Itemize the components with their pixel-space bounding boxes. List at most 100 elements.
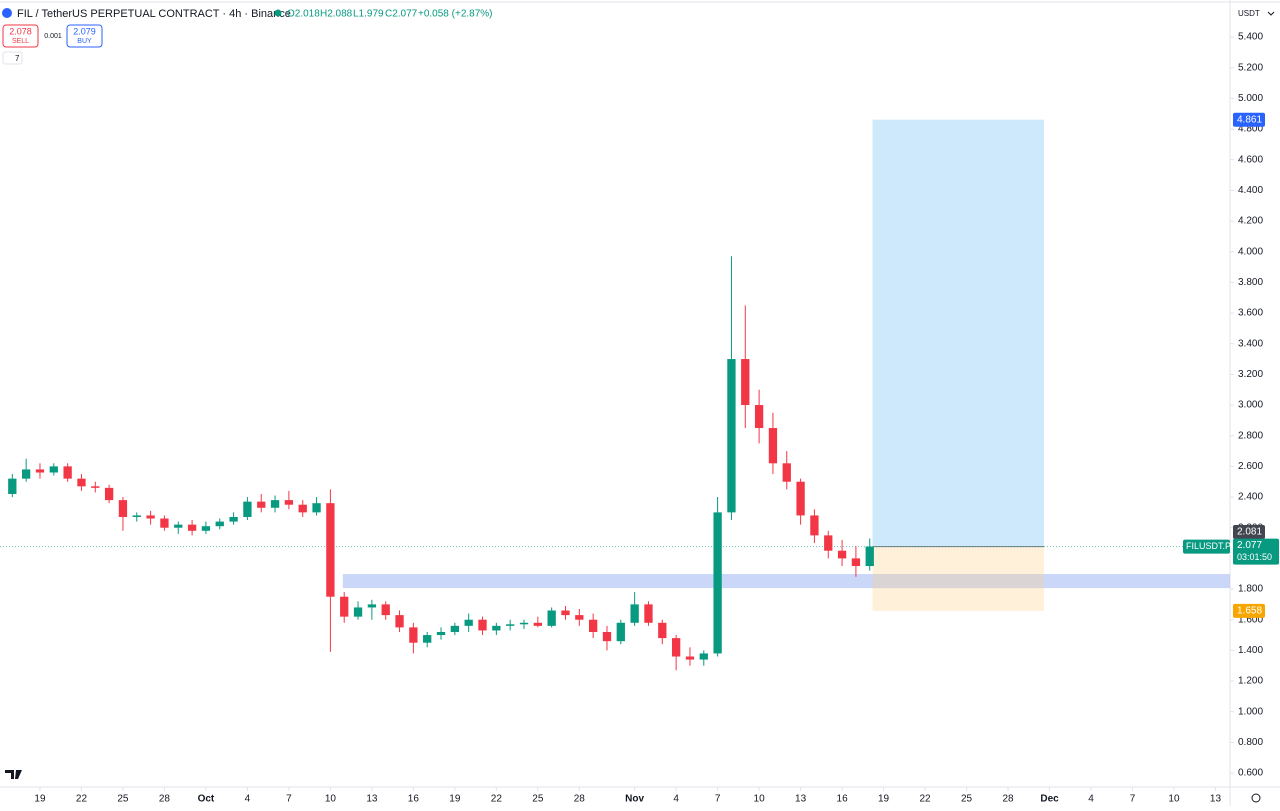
candle-body bbox=[796, 481, 805, 516]
candle-body bbox=[685, 656, 695, 660]
candle-body bbox=[547, 610, 556, 626]
y-tick-label: 4.400 bbox=[1238, 185, 1263, 196]
y-tick-label: 3.800 bbox=[1238, 277, 1263, 288]
candle-body bbox=[160, 518, 169, 528]
y-tick-label: 1.800 bbox=[1238, 584, 1263, 595]
last-price-bg bbox=[1233, 538, 1279, 565]
x-tick-label: 13 bbox=[366, 794, 378, 805]
y-tick-label: 4.200 bbox=[1238, 216, 1263, 227]
x-tick-label: 13 bbox=[1210, 794, 1222, 805]
candle-body bbox=[464, 619, 473, 626]
candle-body bbox=[851, 558, 861, 567]
x-tick-label: 4 bbox=[1088, 794, 1094, 805]
y-tick-label: 5.400 bbox=[1238, 32, 1263, 43]
buy-button[interactable] bbox=[66, 24, 103, 48]
x-tick-label: Dec bbox=[1040, 794, 1059, 805]
ohlc: H2.088 bbox=[320, 9, 353, 20]
currency[interactable]: USDT bbox=[1238, 9, 1260, 18]
symbol-icon bbox=[2, 8, 12, 18]
candle-body bbox=[741, 359, 750, 406]
spread: 0.001 bbox=[44, 33, 62, 40]
x-tick-label: 19 bbox=[449, 794, 461, 805]
y-tick-label: 1.400 bbox=[1238, 645, 1263, 656]
buy-label: BUY bbox=[77, 38, 92, 45]
x-tick-label: 28 bbox=[1002, 794, 1014, 805]
candle-body bbox=[91, 486, 100, 488]
candle-body bbox=[77, 478, 86, 487]
y-tick-label: 5.000 bbox=[1238, 93, 1263, 104]
stop-label-bg bbox=[1233, 603, 1265, 618]
x-tick-label: 10 bbox=[325, 794, 337, 805]
candle-body bbox=[8, 478, 17, 494]
candle-body bbox=[21, 469, 31, 479]
y-tick-label: 1.000 bbox=[1238, 706, 1263, 717]
logo bbox=[5, 770, 22, 779]
x-tick-label: 4 bbox=[673, 794, 679, 805]
ticker-tag: FILUSDT.P bbox=[1186, 541, 1231, 551]
y-tick-label: 3.200 bbox=[1238, 369, 1263, 380]
y-tick-label: 3.000 bbox=[1238, 400, 1263, 411]
candle-body bbox=[561, 610, 570, 616]
candle-body bbox=[257, 501, 266, 508]
candle-body bbox=[340, 596, 349, 617]
candle-body bbox=[49, 466, 58, 473]
y-tick-label: 2.600 bbox=[1238, 461, 1263, 472]
status-dot bbox=[274, 9, 282, 17]
candle-body bbox=[768, 428, 778, 464]
candle-body bbox=[63, 466, 72, 479]
candle-body bbox=[436, 631, 446, 636]
settings-icon[interactable] bbox=[1251, 793, 1261, 803]
x-tick-label: 7 bbox=[715, 794, 721, 805]
candle-body bbox=[644, 604, 653, 623]
y-tick-label: 4.000 bbox=[1238, 246, 1263, 257]
candle-body bbox=[450, 625, 460, 632]
x-tick-label: 22 bbox=[491, 794, 503, 805]
stop-label: 1.658 bbox=[1237, 605, 1262, 616]
candle-body bbox=[519, 622, 529, 625]
x-tick-label: 22 bbox=[76, 794, 88, 805]
sell-button[interactable] bbox=[2, 24, 39, 48]
x-tick-label: 4 bbox=[245, 794, 251, 805]
x-tick-label: Nov bbox=[625, 794, 644, 805]
indicators-count: 7 bbox=[15, 54, 20, 63]
x-tick-label: 16 bbox=[837, 794, 849, 805]
candle-body bbox=[478, 619, 487, 631]
candle-body bbox=[312, 503, 321, 513]
candle-body bbox=[104, 487, 114, 501]
x-tick-label: 7 bbox=[286, 794, 292, 805]
ohlc: O2.018 bbox=[287, 9, 320, 20]
candle-body bbox=[727, 359, 736, 513]
y-tick-label: 0.600 bbox=[1238, 768, 1263, 779]
candle-body bbox=[146, 515, 155, 519]
indicators-toggle[interactable] bbox=[2, 51, 23, 65]
x-tick-label: 28 bbox=[574, 794, 586, 805]
candle-body bbox=[201, 526, 211, 531]
candle-body bbox=[754, 405, 764, 429]
x-tick-label: 22 bbox=[919, 794, 931, 805]
candle-body bbox=[395, 615, 404, 628]
candle-body bbox=[270, 500, 280, 508]
support-zone bbox=[342, 574, 1231, 589]
price-mark-label: 2.081 bbox=[1237, 527, 1262, 538]
ticker-tag-bg bbox=[1183, 539, 1230, 554]
profit-zone bbox=[872, 119, 1044, 547]
candle-body bbox=[381, 604, 390, 616]
plot bbox=[0, 119, 1231, 671]
candle-body bbox=[837, 550, 847, 559]
candle-body bbox=[187, 524, 197, 531]
x-tick-label: 13 bbox=[795, 794, 807, 805]
symbol: FIL / TetherUS PERPETUAL CONTRACT · 4h ·… bbox=[17, 8, 291, 20]
y-tick-label: 4.600 bbox=[1238, 154, 1263, 165]
x-tick-label: Oct bbox=[198, 794, 215, 805]
candle-body bbox=[492, 625, 501, 631]
candle-body bbox=[118, 500, 128, 517]
header: FIL / TetherUS PERPETUAL CONTRACT · 4h ·… bbox=[2, 8, 1275, 803]
candle-body bbox=[616, 622, 625, 642]
candle-body bbox=[810, 515, 819, 536]
sell-price: 2.078 bbox=[9, 26, 32, 36]
x-tick-label: 28 bbox=[159, 794, 171, 805]
loss-zone bbox=[872, 546, 1044, 611]
y-tick-label: 3.400 bbox=[1238, 338, 1263, 349]
y-tick-label: 2.400 bbox=[1238, 492, 1263, 503]
candle-body bbox=[713, 512, 722, 654]
